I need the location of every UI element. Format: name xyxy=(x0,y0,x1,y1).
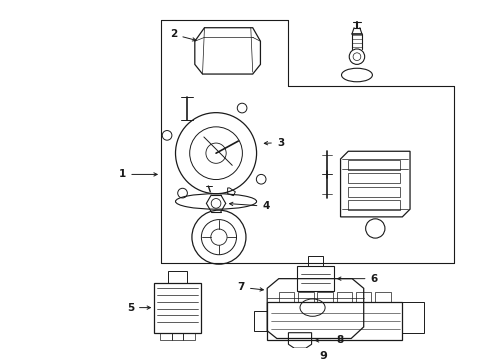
Text: 8: 8 xyxy=(316,336,344,346)
Bar xyxy=(402,302,423,333)
Bar xyxy=(168,271,187,283)
Text: 9: 9 xyxy=(319,351,327,360)
Bar xyxy=(172,333,183,341)
Bar xyxy=(318,292,333,302)
Bar xyxy=(267,302,402,341)
Text: 4: 4 xyxy=(229,201,270,211)
Text: 3: 3 xyxy=(264,138,284,148)
Bar xyxy=(183,333,195,341)
Bar xyxy=(348,201,400,210)
Bar xyxy=(375,292,391,302)
Bar xyxy=(348,160,400,170)
Bar xyxy=(348,174,400,183)
Bar xyxy=(154,283,200,333)
Bar xyxy=(254,311,267,331)
Text: 1: 1 xyxy=(119,170,157,179)
Bar xyxy=(298,292,314,302)
Bar xyxy=(160,333,172,341)
Text: 7: 7 xyxy=(238,282,263,292)
Bar xyxy=(279,292,294,302)
Bar xyxy=(308,256,323,266)
Text: 2: 2 xyxy=(170,30,196,41)
Bar xyxy=(348,187,400,197)
Bar xyxy=(337,292,352,302)
Text: 6: 6 xyxy=(338,274,378,284)
Bar xyxy=(356,292,371,302)
Text: 5: 5 xyxy=(127,303,150,312)
Bar xyxy=(297,266,334,291)
